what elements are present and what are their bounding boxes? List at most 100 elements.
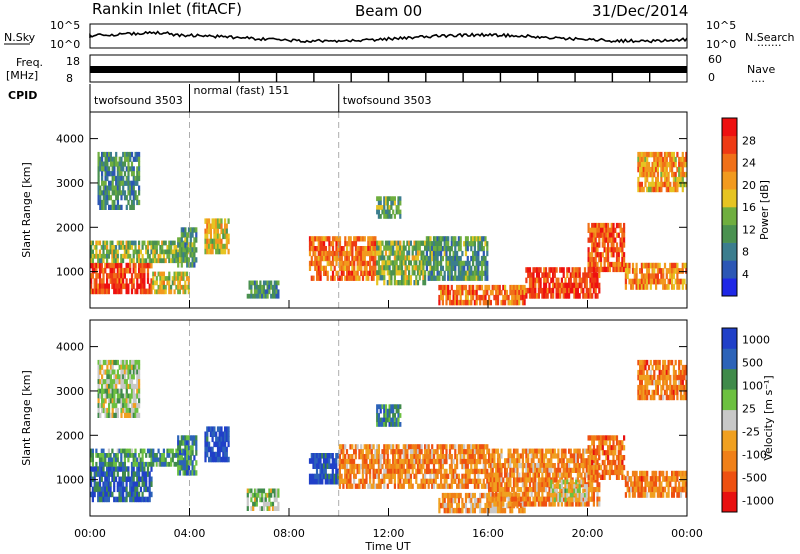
heatmap-cell xyxy=(360,236,363,242)
heatmap-cell xyxy=(480,294,484,301)
heatmap-cell xyxy=(436,241,439,247)
heatmap-cell xyxy=(104,288,107,295)
heatmap-cell xyxy=(480,284,484,291)
heatmap-cell xyxy=(161,258,164,264)
heatmap-cell xyxy=(486,260,489,267)
heatmap-cell xyxy=(436,250,439,257)
heatmap-cell xyxy=(660,268,663,274)
heatmap-cell xyxy=(314,265,317,271)
heatmap-cell xyxy=(509,477,512,483)
heatmap-cell xyxy=(115,374,118,380)
heatmap-cell xyxy=(125,476,128,482)
heatmap-cell xyxy=(314,260,317,267)
heatmap-cell xyxy=(642,151,645,158)
heatmap-cell xyxy=(411,265,414,271)
heatmap-cell xyxy=(255,492,258,498)
heatmap-cell xyxy=(268,280,271,286)
colorbar-swatch xyxy=(722,171,737,190)
heatmap-cell xyxy=(204,218,207,224)
heatmap-cell xyxy=(146,245,150,250)
heatmap-cell xyxy=(354,463,357,470)
heatmap-cell xyxy=(521,294,524,301)
heatmap-cell xyxy=(647,278,651,285)
heatmap-cell xyxy=(337,246,340,252)
heatmap-cell xyxy=(534,472,537,478)
heatmap-cell xyxy=(447,454,450,460)
heatmap-cell xyxy=(225,456,228,463)
heatmap-cell xyxy=(358,449,361,455)
heatmap-cell xyxy=(543,496,546,502)
heatmap-cell xyxy=(448,270,452,276)
heatmap-cell xyxy=(560,484,563,489)
heatmap-cell xyxy=(175,453,178,458)
heatmap-cell xyxy=(97,383,100,390)
heatmap-cell xyxy=(322,458,326,464)
heatmap-cell xyxy=(138,403,141,409)
heatmap-cell xyxy=(178,460,182,466)
heatmap-cell xyxy=(544,463,548,469)
heatmap-cell xyxy=(642,171,645,178)
heatmap-cell xyxy=(326,255,329,262)
heatmap-cell xyxy=(452,255,455,262)
heatmap-cell xyxy=(583,487,587,493)
heatmap-cell xyxy=(189,242,192,248)
heatmap-cell xyxy=(102,448,105,454)
heatmap-cell xyxy=(477,275,480,281)
heatmap-cell xyxy=(615,257,619,263)
heatmap-cell xyxy=(495,289,498,296)
heatmap-cell xyxy=(99,185,102,191)
heatmap-cell xyxy=(168,276,171,281)
heatmap-cell xyxy=(553,267,556,273)
heatmap-cell xyxy=(187,440,191,446)
heatmap-cell xyxy=(363,444,366,450)
heatmap-cell xyxy=(261,284,264,290)
heatmap-cell xyxy=(152,240,155,246)
heatmap-cell xyxy=(550,458,553,464)
heatmap-cell xyxy=(270,284,273,290)
heatmap-cell xyxy=(100,245,103,250)
heatmap-cell xyxy=(431,483,434,489)
heatmap-cell xyxy=(637,161,640,168)
heatmap-cell xyxy=(612,237,615,243)
heatmap-cell xyxy=(113,288,116,295)
heatmap-cell xyxy=(107,262,110,269)
heatmap-cell xyxy=(127,476,130,482)
heatmap-cell xyxy=(424,444,427,450)
heatmap-cell xyxy=(633,278,636,285)
heatmap-cell xyxy=(107,283,110,290)
heatmap-cell xyxy=(134,249,137,255)
heatmap-cell xyxy=(432,255,436,262)
heatmap-cell xyxy=(388,260,391,266)
heatmap-cell xyxy=(647,262,651,269)
heatmap-cell xyxy=(415,265,418,271)
heatmap-cell xyxy=(108,369,111,375)
heatmap-cell xyxy=(356,250,359,257)
heatmap-cell xyxy=(475,284,478,291)
heatmap-cell xyxy=(130,481,134,487)
heatmap-cell xyxy=(384,463,388,470)
heatmap-cell xyxy=(475,289,478,296)
heatmap-cell xyxy=(177,448,180,454)
heatmap-cell xyxy=(422,454,425,460)
heatmap-cell xyxy=(669,161,672,168)
heatmap-cell xyxy=(539,487,542,493)
heatmap-cell xyxy=(631,486,635,493)
heatmap-cell xyxy=(447,507,450,514)
heatmap-cell xyxy=(486,502,489,509)
heatmap-cell xyxy=(384,214,388,219)
heatmap-cell xyxy=(456,502,459,509)
heatmap-cell xyxy=(528,482,532,488)
heatmap-cell xyxy=(653,171,656,178)
heatmap-cell xyxy=(138,364,141,370)
heatmap-cell xyxy=(457,241,460,247)
heatmap-cell xyxy=(594,293,597,299)
heatmap-cell xyxy=(138,379,141,385)
heatmap-cell xyxy=(624,492,627,498)
heatmap-cell xyxy=(520,289,523,296)
heatmap-cell xyxy=(161,271,164,277)
heatmap-cell xyxy=(206,446,209,453)
heatmap-cell xyxy=(97,491,100,498)
noise-tick-top-left: 10^5 xyxy=(50,19,80,32)
heatmap-cell xyxy=(440,483,443,489)
heatmap-cell xyxy=(252,280,255,286)
